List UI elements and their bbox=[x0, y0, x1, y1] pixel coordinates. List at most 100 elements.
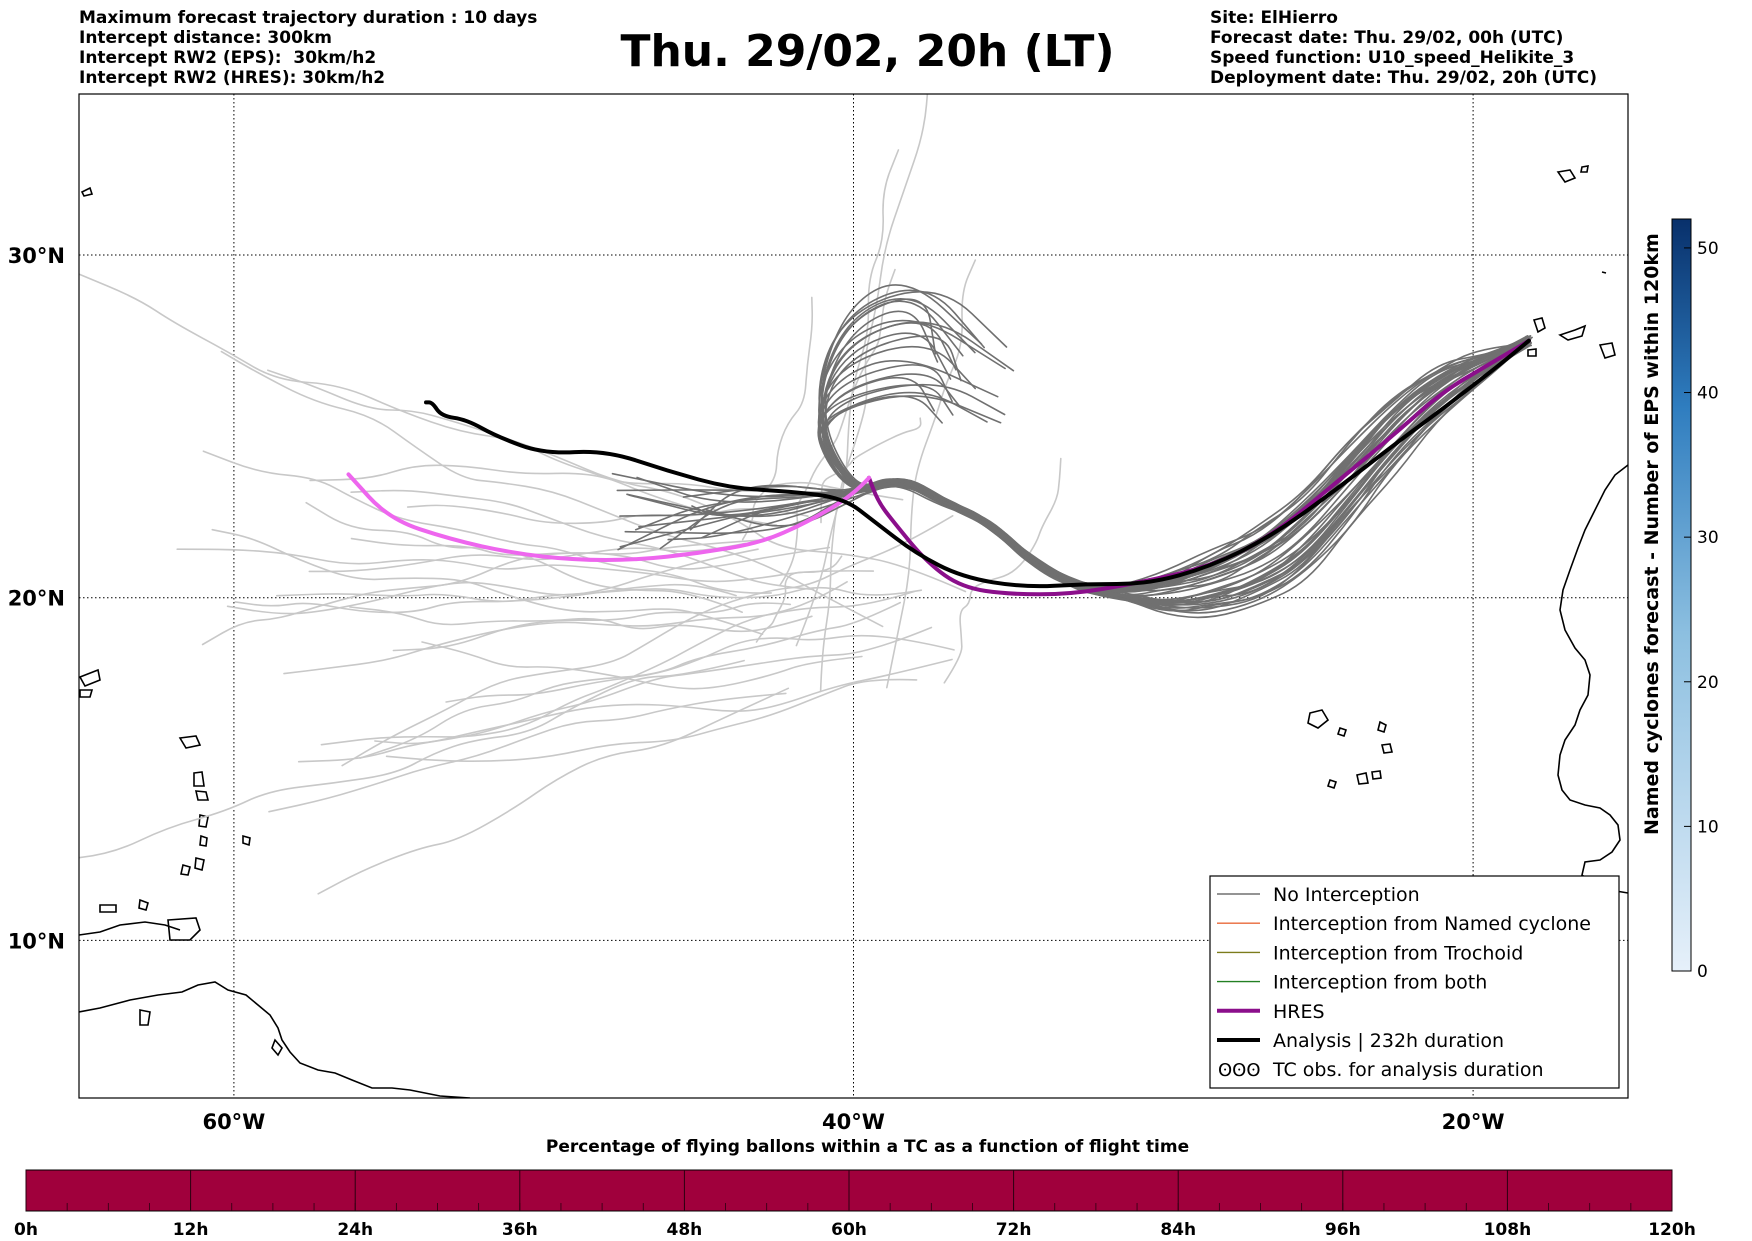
legend-label: Analysis | 232h duration bbox=[1273, 1030, 1504, 1052]
latitude-labels: 30°N 20°N 10°N bbox=[8, 244, 65, 953]
legend-box bbox=[1209, 875, 1620, 1089]
colorbar-tick-label: 10 bbox=[1697, 817, 1719, 837]
main-tracks bbox=[346, 338, 1531, 597]
coast-bermuda bbox=[80, 186, 94, 197]
coast-venezuela-upper bbox=[79, 921, 181, 936]
time-tick-label: 12h bbox=[173, 1220, 209, 1240]
page-title: Thu. 29/02, 20h (LT) bbox=[620, 26, 1115, 77]
coast-cape-verde-4 bbox=[1381, 743, 1393, 754]
coast-grenada bbox=[138, 898, 149, 911]
coast-canary-4 bbox=[1527, 348, 1537, 357]
deployment-date-text: Deployment date: Thu. 29/02, 20h (UTC) bbox=[1210, 68, 1597, 88]
ensemble-track-dark bbox=[822, 322, 1529, 588]
ensemble-track-light bbox=[349, 606, 813, 633]
coast-africa bbox=[1557, 464, 1628, 894]
time-tick-label: 120h bbox=[1648, 1220, 1696, 1240]
colorbar-tick-label: 0 bbox=[1697, 962, 1708, 982]
ensemble-track-light bbox=[267, 369, 967, 593]
time-colorbar-title: Percentage of flying ballons within a TC… bbox=[545, 1137, 1190, 1157]
coast-south-america bbox=[79, 981, 471, 1098]
ensemble-track-light bbox=[421, 641, 863, 690]
coast-cape-verde-2 bbox=[1336, 726, 1348, 738]
ensemble-track-light bbox=[406, 504, 809, 525]
ensemble-track-light bbox=[795, 149, 900, 647]
ensemble-track-light bbox=[268, 692, 787, 813]
ensemble-track-light bbox=[741, 296, 814, 541]
tc-obs-symbol: ʘʘʘ bbox=[1218, 1060, 1261, 1081]
ensemble-track-light bbox=[226, 548, 759, 615]
ensemble-track-light bbox=[320, 581, 848, 746]
legend-label: TC obs. for analysis duration bbox=[1272, 1059, 1544, 1081]
coast-caribbean-island-2 bbox=[79, 689, 94, 698]
colorbar-gradient bbox=[1671, 218, 1692, 972]
coast-madeira bbox=[1556, 169, 1577, 183]
ensemble-track-light bbox=[341, 515, 954, 767]
ensemble-track-light bbox=[79, 659, 745, 859]
coast-madeira-2 bbox=[1580, 165, 1589, 173]
coast-lesser-antilles-2 bbox=[194, 790, 210, 801]
lat-tick-label: 30°N bbox=[8, 244, 65, 268]
time-tick-label: 72h bbox=[996, 1220, 1032, 1240]
time-tick-label: 108h bbox=[1484, 1220, 1532, 1240]
max-duration-text: Maximum forecast trajectory duration : 1… bbox=[79, 8, 538, 28]
coast-lesser-antilles-6 bbox=[180, 863, 191, 876]
coast-lesser-antilles-5 bbox=[194, 856, 205, 872]
lon-tick-label: 20°W bbox=[1442, 1110, 1505, 1134]
ensemble-track-light bbox=[317, 687, 790, 895]
colorbar-tick-label: 20 bbox=[1697, 673, 1719, 693]
ensemble-track-light bbox=[374, 658, 953, 745]
legend: No Interception Interception from Named c… bbox=[1209, 875, 1620, 1089]
coast-canary-3 bbox=[1598, 342, 1616, 359]
coast-africa-bit-1 bbox=[1601, 271, 1607, 274]
colorbar-tick-label: 30 bbox=[1697, 528, 1719, 548]
lon-tick-label: 60°W bbox=[202, 1110, 265, 1134]
ensemble-track-light bbox=[220, 350, 884, 628]
coast-curacao bbox=[99, 904, 117, 913]
hres-track-extension bbox=[346, 472, 871, 562]
coast-cape-verde-6 bbox=[1371, 770, 1382, 780]
coast-trinidad bbox=[167, 917, 201, 941]
speed-function-text: Speed function: U10_speed_Helikite_3 bbox=[1210, 48, 1575, 68]
ensemble-track-light bbox=[211, 528, 764, 635]
coastlines bbox=[79, 165, 1628, 1098]
legend-label: Interception from Named cyclone bbox=[1273, 913, 1591, 935]
legend-label: Interception from Trochoid bbox=[1273, 942, 1523, 964]
ensemble-track-light bbox=[385, 678, 918, 763]
time-tick-label: 0h bbox=[14, 1220, 38, 1240]
ensemble-track-dark bbox=[626, 340, 1527, 602]
site-text: Site: ElHierro bbox=[1210, 8, 1338, 28]
ensemble-track-light bbox=[176, 548, 875, 583]
forecast-date-text: Forecast date: Thu. 29/02, 00h (UTC) bbox=[1210, 28, 1564, 48]
legend-label: Interception from both bbox=[1273, 972, 1487, 994]
coast-cape-verde-5 bbox=[1356, 772, 1369, 785]
coast-cape-verde-1 bbox=[1307, 709, 1330, 729]
coast-caribbean-island-1 bbox=[79, 668, 101, 688]
ensemble-track-light bbox=[359, 601, 901, 759]
time-tick-label: 96h bbox=[1325, 1220, 1361, 1240]
intercept-distance-text: Intercept distance: 300km bbox=[79, 28, 332, 48]
ensemble-track-light bbox=[234, 583, 737, 614]
ensemble-track-light bbox=[79, 273, 778, 526]
colorbar-tick-label: 50 bbox=[1697, 239, 1719, 259]
coast-puerto-rico bbox=[178, 735, 202, 749]
ensemble-track-light bbox=[202, 450, 772, 594]
lat-tick-label: 20°N bbox=[8, 587, 65, 611]
coast-lesser-antilles-1 bbox=[193, 771, 205, 787]
intercept-eps-text: Intercept RW2 (EPS): 30km/h2 bbox=[79, 48, 377, 68]
ensemble-light-tracks bbox=[79, 94, 1062, 895]
map-frame bbox=[78, 93, 1629, 1099]
coast-south-small-2 bbox=[271, 1038, 283, 1057]
lat-tick-label: 10°N bbox=[8, 929, 65, 953]
ensemble-track-light bbox=[283, 590, 915, 675]
colorbar-tick-label: 40 bbox=[1697, 384, 1719, 404]
ensemble-track-light bbox=[350, 537, 831, 570]
analysis-track bbox=[424, 338, 1531, 589]
time-tick-label: 36h bbox=[502, 1220, 538, 1240]
longitude-labels: 60°W 40°W 20°W bbox=[202, 1110, 1504, 1134]
time-tick-label: 60h bbox=[831, 1220, 867, 1240]
horizontal-colorbar: 0h 12h 24h 36h 48h 60h 72h 84h 96h 108h 120h bbox=[14, 1169, 1696, 1240]
header-left-info: Maximum forecast trajectory duration : 1… bbox=[79, 8, 537, 88]
colorbar-label: Named cyclones forecast - Number of EPS … bbox=[1641, 233, 1663, 835]
time-tick-label: 48h bbox=[667, 1220, 703, 1240]
